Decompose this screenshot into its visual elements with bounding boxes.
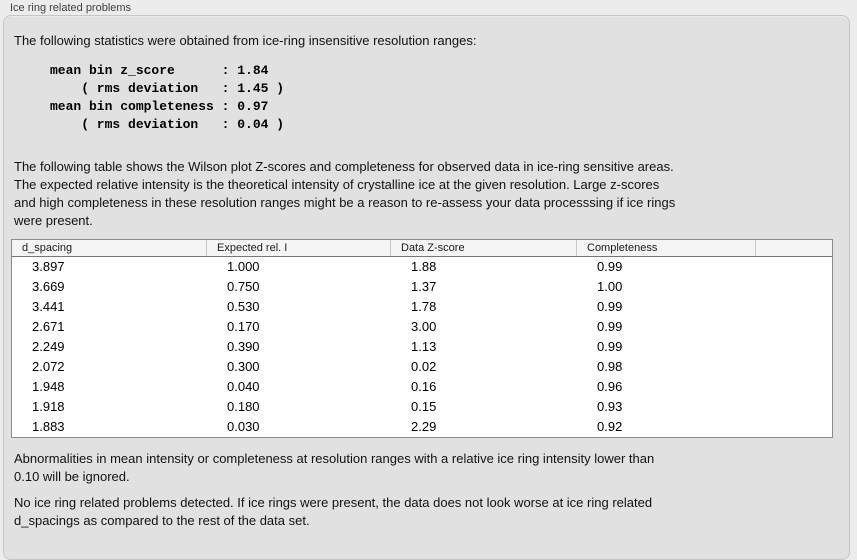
table-cell: 0.92 [597,419,623,434]
table-row[interactable]: 3.897 1.000 1.88 0.99 [12,257,832,277]
table-cell: 0.170 [227,319,260,334]
table-cell-filler [756,337,832,357]
table-cell: 0.040 [227,379,260,394]
table-cell: 1.948 [32,379,65,394]
table-row[interactable]: 2.072 0.300 0.02 0.98 [12,357,832,377]
table-row[interactable]: 3.441 0.530 1.78 0.99 [12,297,832,317]
table-cell: 1.000 [227,259,260,274]
table-cell-filler [756,357,832,377]
table-row[interactable]: 2.671 0.170 3.00 0.99 [12,317,832,337]
ice-ring-table: d_spacing Expected rel. I Data Z-score Comp… [11,239,833,438]
column-header: Completeness [577,240,756,256]
table-row[interactable]: 2.249 0.390 1.13 0.99 [12,337,832,357]
table-cell-filler [756,417,832,437]
intro-text: The following statistics were obtained f… [14,33,477,48]
table-cell: 0.93 [597,399,623,414]
groupbox-title: Ice ring related problems [10,2,132,14]
ice-ring-panel: The following statistics were obtained f… [3,15,850,560]
column-header: d_spacing [12,240,207,256]
table-cell-filler [756,257,832,277]
table-cell: 1.78 [411,299,437,314]
table-cell-filler [756,277,832,297]
conclusion-line: d_spacings as compared to the rest of th… [14,513,310,528]
ignore-note-line: Abnormalities in mean intensity or compl… [14,451,655,466]
table-cell: 3.00 [411,319,437,334]
table-cell: 0.96 [597,379,623,394]
table-cell: 0.99 [597,339,623,354]
ice-ring-table-header: d_spacing Expected rel. I Data Z-score Comp… [12,240,832,257]
table-intro-line: and high completeness in these resolutio… [14,195,676,210]
conclusion-line: No ice ring related problems detected. I… [14,495,653,510]
table-cell: 2.29 [411,419,437,434]
table-row[interactable]: 3.669 0.750 1.37 1.00 [12,277,832,297]
table-cell-filler [756,377,832,397]
summary-stats-block: mean bin z_score : 1.84 ( rms deviation … [50,63,285,132]
table-cell: 0.180 [227,399,260,414]
table-cell: 0.300 [227,359,260,374]
table-cell: 2.671 [32,319,65,334]
ice-ring-table-body: 3.897 1.000 1.88 0.99 3.669 0.750 1.37 1.00 3.44… [12,257,832,437]
column-header-filler [756,240,832,256]
table-cell: 0.390 [227,339,260,354]
table-cell: 2.072 [32,359,65,374]
table-intro-line: The expected relative intensity is the t… [14,177,660,192]
panel-content: The following statistics were obtained f… [4,16,849,530]
table-cell-filler [756,297,832,317]
table-cell: 1.37 [411,279,437,294]
table-cell: 1.00 [597,279,623,294]
column-header: Data Z-score [391,240,577,256]
table-cell: 1.918 [32,399,65,414]
table-cell: 0.99 [597,319,623,334]
column-header: Expected rel. I [207,240,391,256]
ignore-note-line: 0.10 will be ignored. [14,469,130,484]
table-intro-text: The following table shows the Wilson plo… [14,158,834,230]
table-cell: 0.98 [597,359,623,374]
table-cell: 1.883 [32,419,65,434]
table-cell: 0.530 [227,299,260,314]
table-row[interactable]: 1.948 0.040 0.16 0.96 [12,377,832,397]
table-cell: 0.15 [411,399,437,414]
table-cell: 0.99 [597,299,623,314]
table-cell: 3.441 [32,299,65,314]
table-intro-line: were present. [14,213,93,228]
table-cell-filler [756,317,832,337]
table-cell: 0.030 [227,419,260,434]
table-cell: 0.750 [227,279,260,294]
conclusion-text: No ice ring related problems detected. I… [14,494,834,530]
table-cell: 1.88 [411,259,437,274]
table-cell: 0.16 [411,379,437,394]
table-cell-filler [756,397,832,417]
table-row[interactable]: 1.883 0.030 2.29 0.92 [12,417,832,437]
table-cell: 1.13 [411,339,437,354]
table-intro-line: The following table shows the Wilson plo… [14,159,674,174]
table-row[interactable]: 1.918 0.180 0.15 0.93 [12,397,832,417]
table-cell: 2.249 [32,339,65,354]
table-cell: 0.99 [597,259,623,274]
ignore-note: Abnormalities in mean intensity or compl… [14,450,834,486]
table-cell: 3.897 [32,259,65,274]
table-cell: 3.669 [32,279,65,294]
table-cell: 0.02 [411,359,437,374]
